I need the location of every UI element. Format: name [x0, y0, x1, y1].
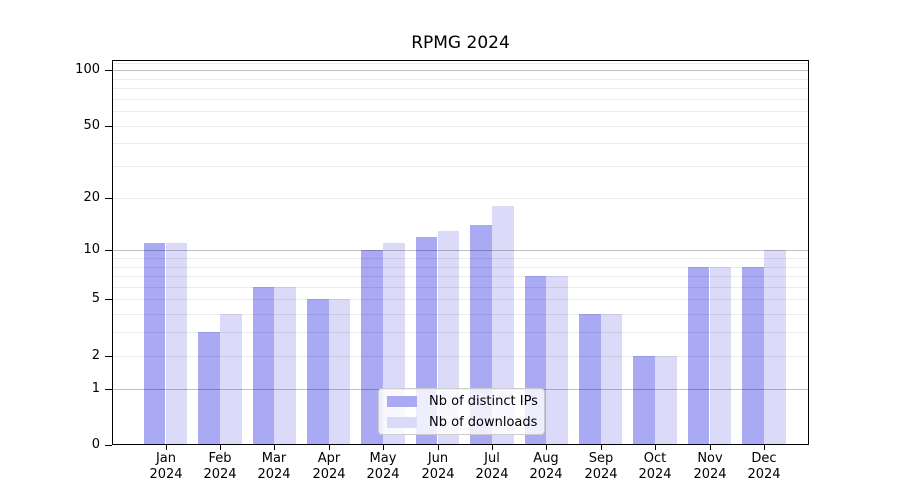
- y-tick-label: 1: [91, 381, 100, 396]
- x-tick: [166, 445, 167, 450]
- y-tick: [105, 250, 112, 251]
- bar-downloads-jul: [491, 205, 514, 444]
- bar-ips-oct: [633, 355, 656, 444]
- x-tick: [383, 445, 384, 450]
- y-tick-label: 2: [91, 348, 100, 363]
- bar-ips-dec: [742, 266, 764, 444]
- x-tick-label: Sep 2024: [584, 451, 618, 482]
- legend-label-downloads: Nb of downloads: [429, 414, 538, 430]
- y-tick: [105, 70, 112, 71]
- x-tick-label: May 2024: [366, 451, 400, 482]
- bar-downloads-dec: [763, 250, 786, 444]
- gridline-minor: [113, 314, 808, 316]
- gridline-minor: [113, 197, 808, 199]
- x-tick-label: Oct 2024: [638, 451, 672, 482]
- gridline-minor: [113, 78, 808, 80]
- x-tick: [438, 445, 439, 450]
- bar-ips-sep: [578, 314, 601, 444]
- x-tick: [546, 445, 547, 450]
- legend-item-distinct-ips: Nb of distinct IPs: [387, 394, 544, 409]
- y-tick-label: 10: [83, 242, 100, 257]
- bar-downloads-oct: [655, 355, 677, 444]
- legend-label-distinct-ips: Nb of distinct IPs: [429, 393, 538, 409]
- bar-downloads-apr: [328, 299, 351, 444]
- bar-downloads-feb: [219, 314, 242, 444]
- x-tick: [274, 445, 275, 450]
- gridline-minor: [113, 332, 808, 334]
- gridline-minor: [113, 98, 808, 100]
- y-tick: [105, 198, 112, 199]
- legend-swatch-distinct-ips: [387, 395, 417, 407]
- x-tick: [329, 445, 330, 450]
- gridline-minor: [113, 143, 808, 145]
- gridline-minor: [113, 166, 808, 167]
- x-tick: [764, 445, 765, 450]
- y-tick: [105, 389, 112, 390]
- x-tick: [220, 445, 221, 450]
- y-tick: [105, 356, 112, 357]
- bar-downloads-mar: [274, 286, 297, 444]
- x-tick-label: Nov 2024: [693, 451, 727, 482]
- gridline-minor: [113, 63, 808, 65]
- bar-downloads-jan: [165, 243, 188, 444]
- gridline-minor: [113, 299, 808, 301]
- bar-ips-mar: [252, 286, 275, 444]
- bar-ips-apr: [306, 299, 329, 444]
- x-tick: [710, 445, 711, 450]
- x-tick-label: Dec 2024: [747, 451, 781, 482]
- bar-downloads-nov: [709, 266, 732, 444]
- gridline-minor: [113, 266, 808, 268]
- x-tick-label: Apr 2024: [312, 451, 346, 482]
- legend-item-downloads: Nb of downloads: [387, 415, 544, 430]
- gridline-major: [113, 250, 808, 252]
- x-tick-label: Jan 2024: [149, 451, 183, 482]
- bar-ips-jan: [143, 243, 166, 444]
- y-tick-label: 20: [83, 190, 100, 205]
- x-tick-label: Jun 2024: [421, 451, 455, 482]
- legend-swatch-downloads: [387, 416, 417, 428]
- x-tick-label: Feb 2024: [203, 451, 237, 482]
- bar-downloads-aug: [546, 276, 569, 444]
- bar-ips-may: [361, 250, 384, 444]
- x-tick: [655, 445, 656, 450]
- bar-ips-nov: [687, 266, 710, 444]
- bar-downloads-sep: [600, 314, 623, 444]
- gridline-minor: [113, 355, 808, 357]
- bar-ips-feb: [198, 332, 220, 444]
- y-tick-label: 50: [83, 118, 100, 133]
- gridline-minor: [113, 276, 808, 277]
- gridline-minor: [113, 111, 808, 112]
- x-tick: [492, 445, 493, 450]
- y-tick: [105, 126, 112, 127]
- legend: Nb of distinct IPs Nb of downloads: [378, 388, 545, 435]
- gridline-minor: [113, 87, 808, 89]
- y-tick-label: 5: [91, 291, 100, 306]
- gridline-minor: [113, 257, 808, 259]
- x-tick: [601, 445, 602, 450]
- x-tick-label: Jul 2024: [475, 451, 509, 482]
- y-tick-label: 100: [75, 62, 100, 77]
- chart-title: RPMG 2024: [411, 33, 510, 53]
- plot-area: Nb of distinct IPs Nb of downloads: [112, 60, 809, 445]
- y-tick: [105, 445, 112, 446]
- y-tick: [105, 299, 112, 300]
- gridline-minor: [113, 286, 808, 288]
- x-tick-label: Aug 2024: [529, 451, 563, 482]
- x-tick-label: Mar 2024: [257, 451, 291, 482]
- gridline-major: [113, 70, 808, 71]
- gridline-minor: [113, 125, 808, 127]
- y-tick-label: 0: [91, 437, 100, 452]
